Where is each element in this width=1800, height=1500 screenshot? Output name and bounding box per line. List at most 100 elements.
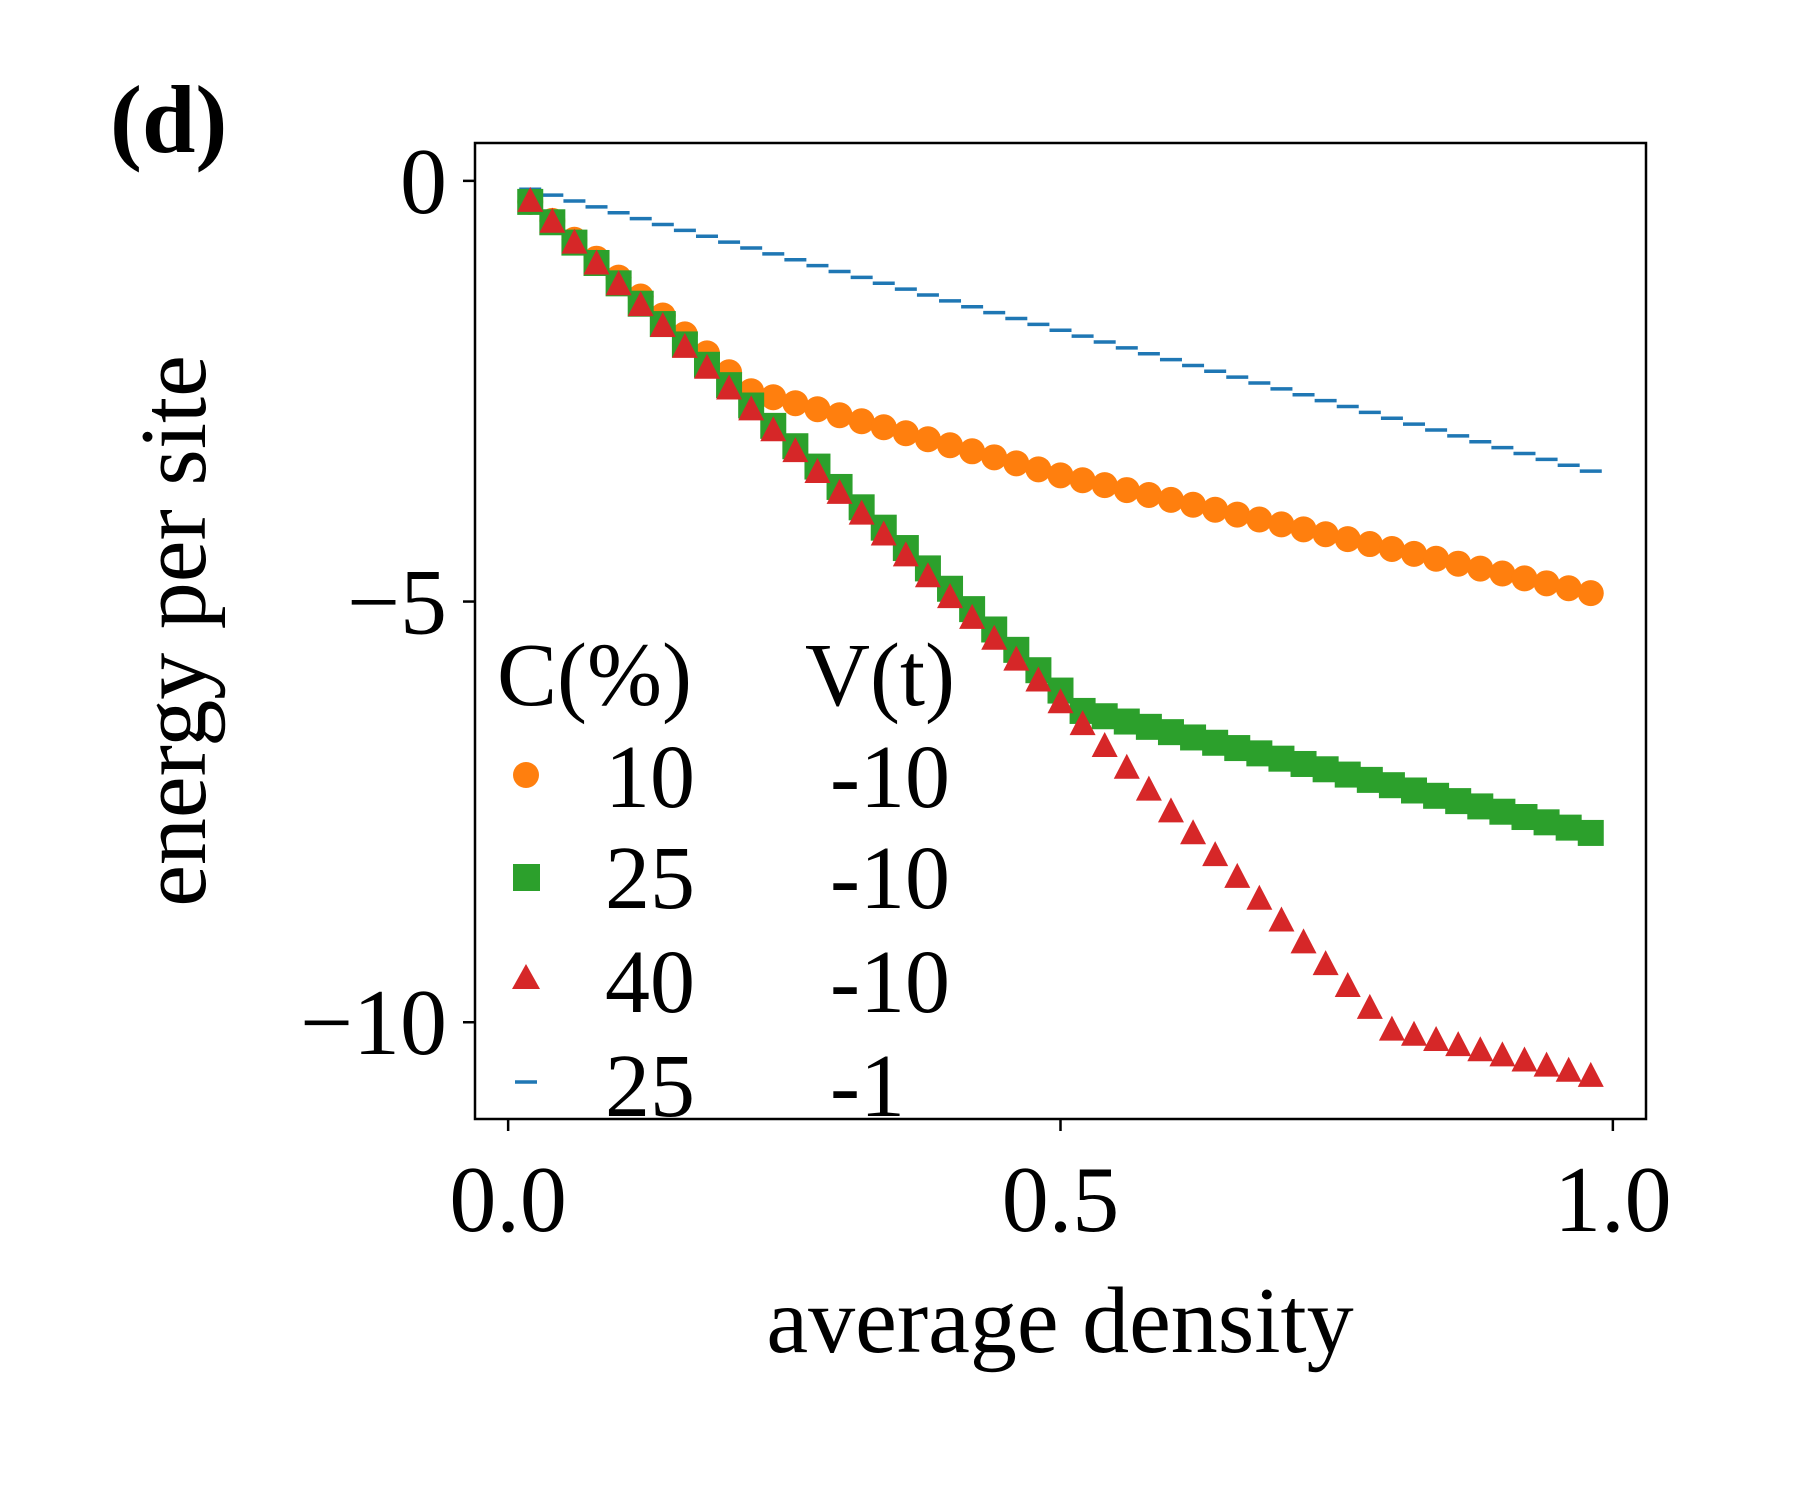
- data-point: [1378, 772, 1405, 799]
- data-point: [1157, 797, 1184, 823]
- data-point: [1577, 819, 1604, 846]
- data-marks: [517, 186, 1604, 1087]
- data-point: [1069, 710, 1096, 736]
- legend-marker-circle: [513, 762, 539, 788]
- data-point: [1334, 972, 1361, 998]
- legend-header-v: V(t): [805, 626, 955, 725]
- data-point: [1113, 477, 1140, 504]
- data-point: [1423, 782, 1450, 809]
- data-point: [1025, 456, 1052, 483]
- data-point: [848, 499, 875, 525]
- data-point: [1445, 788, 1472, 815]
- data-point: [937, 583, 964, 609]
- data-point: [1378, 535, 1405, 562]
- data-point: [539, 207, 566, 233]
- x-axis: 0.0 0.5 1.0: [449, 1119, 1672, 1252]
- data-point: [1467, 1036, 1494, 1062]
- panel-label: (d): [110, 66, 227, 173]
- data-point: [1511, 1046, 1538, 1072]
- data-point: [1489, 560, 1516, 587]
- legend-entry-v: -1: [830, 1037, 905, 1136]
- legend-entry-c: 25: [605, 829, 695, 928]
- data-point: [1312, 756, 1339, 783]
- data-point: [1577, 1061, 1604, 1087]
- data-point: [1268, 745, 1295, 772]
- data-point: [1290, 928, 1317, 954]
- data-point: [1577, 580, 1604, 607]
- data-point: [1246, 506, 1273, 533]
- data-point: [804, 396, 831, 423]
- data-point: [1135, 713, 1162, 740]
- data-point: [959, 603, 986, 629]
- data-point: [1511, 565, 1538, 592]
- data-point: [1312, 950, 1339, 976]
- y-tick-label: −10: [300, 971, 447, 1075]
- data-point: [1091, 731, 1118, 757]
- x-axis-label: average density: [766, 1269, 1353, 1373]
- data-point: [1401, 540, 1428, 567]
- data-point: [1025, 666, 1052, 692]
- data-point: [716, 374, 743, 400]
- data-point: [782, 437, 809, 463]
- data-point: [693, 353, 720, 379]
- data-point: [627, 291, 654, 317]
- data-point: [1467, 793, 1494, 820]
- data-point: [1091, 472, 1118, 499]
- data-point: [1091, 703, 1118, 730]
- data-point: [1356, 531, 1383, 558]
- data-point: [914, 426, 941, 453]
- data-point: [826, 478, 853, 504]
- data-point: [583, 249, 610, 275]
- data-point: [760, 384, 787, 411]
- data-point: [738, 395, 765, 421]
- data-point: [1378, 1015, 1405, 1041]
- data-point: [1533, 809, 1560, 836]
- data-point: [517, 186, 544, 212]
- legend-entry-v: -10: [830, 933, 950, 1032]
- plot-area: [473, 141, 1648, 1121]
- data-point: [1069, 467, 1096, 494]
- data-point: [1489, 798, 1516, 825]
- data-point: [605, 270, 632, 296]
- data-point: [1180, 491, 1207, 518]
- data-point: [848, 408, 875, 435]
- data-point: [1157, 719, 1184, 746]
- data-point: [1047, 462, 1074, 489]
- data-point: [1467, 555, 1494, 582]
- data-point: [1423, 1025, 1450, 1051]
- data-point: [1555, 1056, 1582, 1082]
- data-point: [760, 416, 787, 442]
- legend-entry-c: 10: [605, 728, 695, 827]
- data-point: [914, 562, 941, 588]
- legend-entry-c: 25: [605, 1037, 695, 1136]
- data-point: [804, 457, 831, 483]
- data-point: [671, 332, 698, 358]
- data-point: [1356, 993, 1383, 1019]
- data-point: [1312, 521, 1339, 548]
- data-point: [1180, 819, 1207, 845]
- data-point: [561, 228, 588, 254]
- data-point: [1003, 450, 1030, 477]
- y-axis-label: energy per site: [122, 355, 226, 907]
- data-point: [1290, 750, 1317, 777]
- data-point: [892, 420, 919, 447]
- data-point: [1157, 486, 1184, 513]
- data-point: [1047, 688, 1074, 714]
- legend-entry-v: -10: [830, 728, 950, 827]
- data-point: [1224, 501, 1251, 528]
- data-point: [1202, 496, 1229, 523]
- x-tick-label: 1.0: [1554, 1148, 1672, 1252]
- data-point: [1334, 526, 1361, 553]
- data-point: [1135, 775, 1162, 801]
- data-point: [1489, 1041, 1516, 1067]
- data-point: [1180, 724, 1207, 751]
- legend: C(%) V(t) 10 -10 25 -10 40 -10 25 -1: [497, 626, 955, 1136]
- data-point: [1224, 735, 1251, 762]
- data-point: [1268, 906, 1295, 932]
- y-axis: 0 −5 −10: [300, 130, 475, 1075]
- x-tick-label: 0.5: [1002, 1148, 1120, 1252]
- data-point: [1113, 753, 1140, 779]
- data-point: [1401, 1020, 1428, 1046]
- legend-header-c: C(%): [497, 626, 692, 725]
- data-point: [1555, 575, 1582, 602]
